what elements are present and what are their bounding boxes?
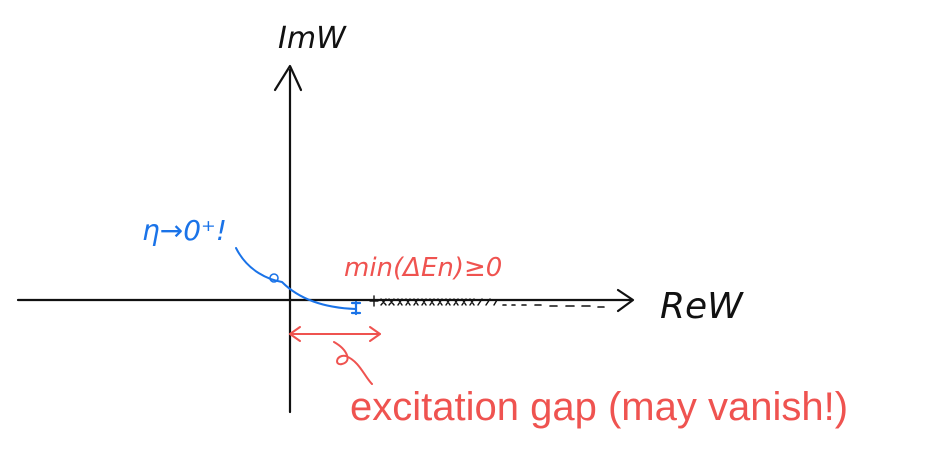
eta-offset-marker [350,300,362,316]
gap-double-arrow [289,326,381,342]
min-gap-annotation: min(ΔEn)≥0 [344,253,502,283]
gap-pointer-squiggle [333,341,373,385]
real-axis-label: ReW [660,286,744,327]
gap-caption: excitation gap (may vanish!) [350,385,848,429]
imaginary-axis-arrowhead [273,64,303,92]
eta-pointer-loop [269,273,279,283]
eta-annotation: η→0⁺! [142,214,227,247]
pole-cluster [369,295,498,307]
pole-dashes [502,304,605,308]
imaginary-axis-label: ImW [278,21,347,56]
real-axis-arrowhead [616,288,635,313]
eta-pointer-curve [235,247,357,310]
